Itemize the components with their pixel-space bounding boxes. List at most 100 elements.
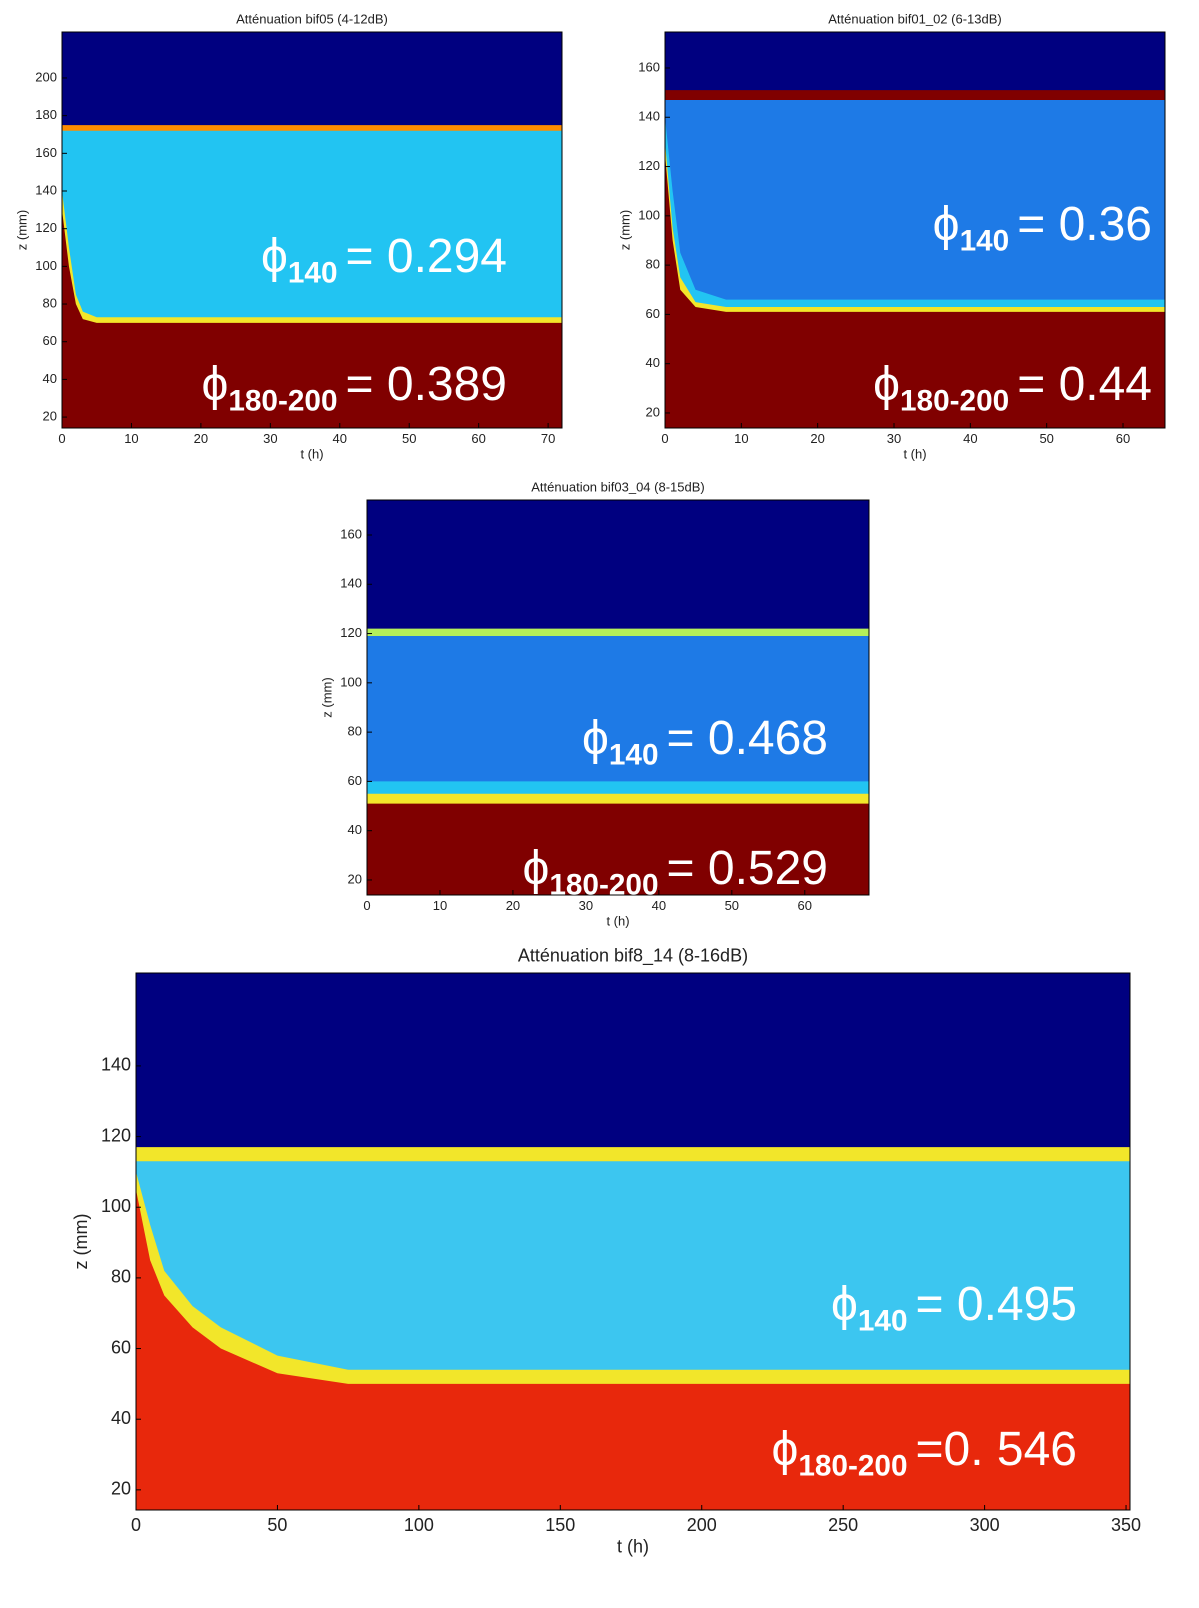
x-tick-label: 40 — [963, 431, 977, 446]
y-tick-label: 140 — [340, 576, 362, 591]
chart-title: Atténuation bif01_02 (6-13dB) — [828, 12, 1001, 27]
x-tick-label: 0 — [661, 431, 668, 446]
x-tick-label: 350 — [1111, 1515, 1141, 1535]
annotation: ϕ140 = 0.36 — [933, 198, 1152, 258]
x-axis-label: t (h) — [300, 447, 323, 462]
x-tick-label: 10 — [124, 431, 138, 446]
x-tick-label: 100 — [404, 1515, 434, 1535]
x-tick-label: 50 — [1039, 431, 1053, 446]
annotation-subscript: 140 — [609, 739, 659, 772]
x-tick-label: 30 — [887, 431, 901, 446]
annotation-text: = 0.529 — [667, 842, 828, 895]
annotation: ϕ180-200 =0. 546 — [771, 1423, 1077, 1483]
annotation-subscript: 140 — [960, 225, 1010, 258]
x-tick-label: 70 — [541, 431, 555, 446]
y-tick-label: 40 — [646, 355, 660, 370]
annotation-text: = 0.495 — [916, 1278, 1077, 1331]
y-tick-label: 120 — [340, 625, 362, 640]
y-tick-label: 100 — [35, 258, 57, 273]
annotation-text: =0. 546 — [916, 1423, 1077, 1476]
y-tick-label: 40 — [348, 822, 362, 837]
x-tick-label: 20 — [194, 431, 208, 446]
annotation: ϕ140 = 0.294 — [261, 230, 507, 290]
y-tick-label: 140 — [638, 109, 660, 124]
y-tick-label: 40 — [43, 371, 57, 386]
y-tick-label: 20 — [43, 409, 57, 424]
zone — [665, 154, 1165, 428]
annotation-subscript: 180-200 — [228, 385, 337, 418]
y-tick-label: 140 — [101, 1055, 131, 1075]
x-tick-label: 30 — [579, 898, 593, 913]
y-axis-label: z (mm) — [71, 1214, 91, 1270]
annotation-symbol: ϕ — [933, 198, 960, 251]
annotation-text: = 0.36 — [1017, 198, 1152, 251]
y-tick-label: 60 — [646, 306, 660, 321]
zone — [62, 209, 562, 428]
x-tick-label: 10 — [433, 898, 447, 913]
y-tick-label: 160 — [638, 59, 660, 74]
annotation-subscript: 180-200 — [549, 869, 658, 902]
annotation-symbol: ϕ — [831, 1278, 858, 1331]
y-tick-label: 180 — [35, 107, 57, 122]
annotation-symbol: ϕ — [522, 842, 549, 895]
x-tick-label: 40 — [333, 431, 347, 446]
x-axis-label: t (h) — [903, 447, 926, 462]
y-tick-label: 20 — [646, 404, 660, 419]
chart-title: Atténuation bif05 (4-12dB) — [236, 12, 388, 27]
chart-title: Atténuation bif8_14 (8-16dB) — [518, 946, 748, 967]
y-tick-label: 200 — [35, 69, 57, 84]
y-tick-label: 120 — [101, 1125, 131, 1145]
y-tick-label: 80 — [348, 724, 362, 739]
y-tick-label: 100 — [638, 207, 660, 222]
x-tick-label: 30 — [263, 431, 277, 446]
plot-frame — [135, 972, 1131, 1511]
x-tick-label: 20 — [810, 431, 824, 446]
x-axis-label: t (h) — [606, 914, 629, 929]
annotation-text: = 0.44 — [1017, 358, 1152, 411]
y-axis-label: z (mm) — [617, 210, 632, 250]
y-tick-label: 160 — [340, 526, 362, 541]
y-tick-label: 100 — [101, 1196, 131, 1216]
x-tick-label: 0 — [58, 431, 65, 446]
x-tick-label: 50 — [402, 431, 416, 446]
chart-title: Atténuation bif03_04 (8-15dB) — [531, 480, 704, 495]
annotation-text: = 0.389 — [346, 358, 507, 411]
x-tick-label: 40 — [652, 898, 666, 913]
x-tick-label: 300 — [970, 1515, 1000, 1535]
annotation-symbol: ϕ — [261, 230, 288, 283]
annotation: ϕ180-200 = 0.44 — [873, 358, 1152, 418]
annotation: ϕ140 = 0.495 — [831, 1278, 1077, 1338]
y-axis-label: z (mm) — [14, 210, 29, 250]
y-tick-label: 60 — [43, 333, 57, 348]
y-tick-label: 120 — [638, 158, 660, 173]
annotation: ϕ180-200 = 0.389 — [201, 358, 507, 418]
y-tick-label: 140 — [35, 182, 57, 197]
y-tick-label: 80 — [646, 257, 660, 272]
y-tick-label: 60 — [348, 773, 362, 788]
annotation-text: = 0.468 — [667, 712, 828, 765]
annotation: ϕ140 = 0.468 — [582, 712, 828, 772]
annotation-symbol: ϕ — [771, 1423, 798, 1476]
x-tick-label: 150 — [545, 1515, 575, 1535]
y-tick-label: 100 — [340, 674, 362, 689]
x-tick-label: 200 — [687, 1515, 717, 1535]
annotation-symbol: ϕ — [873, 358, 900, 411]
annotation-subscript: 180-200 — [798, 1450, 907, 1483]
annotation: ϕ180-200 = 0.529 — [522, 842, 828, 902]
y-tick-label: 60 — [111, 1337, 131, 1357]
annotation-symbol: ϕ — [582, 712, 609, 765]
y-tick-label: 80 — [111, 1267, 131, 1287]
y-tick-label: 40 — [111, 1408, 131, 1428]
annotation-subscript: 140 — [858, 1305, 908, 1338]
x-tick-label: 10 — [734, 431, 748, 446]
x-tick-label: 0 — [131, 1515, 141, 1535]
annotation-text: = 0.294 — [346, 230, 507, 283]
y-tick-label: 20 — [111, 1479, 131, 1499]
plot-frame — [664, 31, 1166, 429]
y-tick-label: 120 — [35, 220, 57, 235]
x-tick-label: 60 — [798, 898, 812, 913]
x-tick-label: 20 — [506, 898, 520, 913]
x-tick-label: 250 — [828, 1515, 858, 1535]
x-axis-label: t (h) — [617, 1537, 649, 1557]
